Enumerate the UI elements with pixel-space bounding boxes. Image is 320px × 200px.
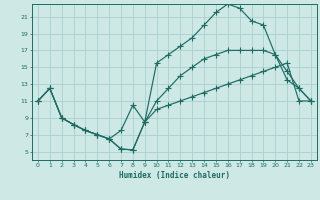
X-axis label: Humidex (Indice chaleur): Humidex (Indice chaleur) xyxy=(119,171,230,180)
